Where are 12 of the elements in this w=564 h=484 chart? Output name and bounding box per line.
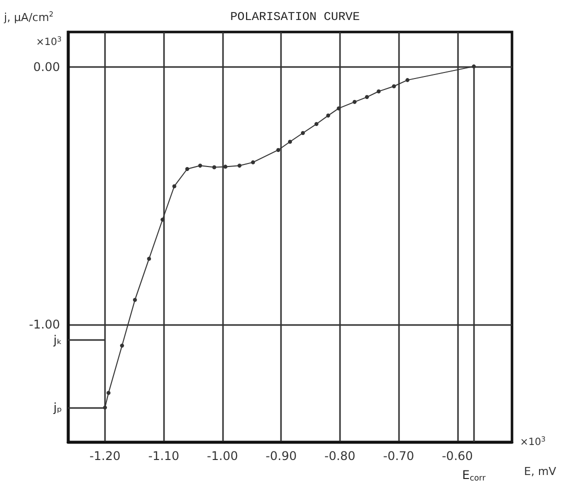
ref-line-label: jₚ [52, 400, 62, 415]
chart-title: POLARISATION CURVE [230, 10, 360, 24]
x-tick-label: -1.10 [148, 449, 180, 463]
x-tick-label: -0.90 [266, 449, 297, 463]
ref-line-label: jₖ [52, 332, 62, 347]
x-axis-title: E, mV [524, 465, 557, 478]
x-tick-label: -1.00 [206, 449, 238, 463]
x-tick-label: -0.60 [442, 449, 473, 463]
x-tick-label: -1.20 [89, 449, 121, 463]
y-tick-label: 0.00 [33, 60, 60, 74]
x-tick-label: -0.80 [324, 449, 356, 463]
x-tick-label: -0.70 [383, 449, 414, 463]
